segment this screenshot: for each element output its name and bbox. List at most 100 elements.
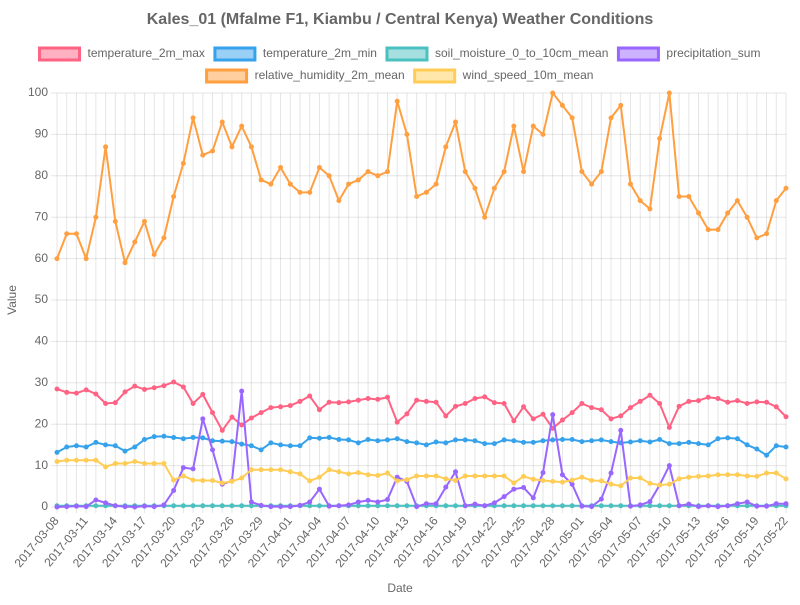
data-point (725, 503, 731, 509)
data-point (307, 478, 313, 484)
data-point (462, 401, 468, 406)
data-point (258, 410, 264, 416)
data-point (278, 165, 284, 171)
data-point (229, 478, 235, 484)
series-line (56, 380, 787, 432)
y-tick-label: 0 (41, 499, 48, 513)
data-point (307, 393, 313, 399)
data-point (180, 436, 186, 442)
data-point (268, 504, 274, 510)
data-point (783, 476, 789, 482)
data-point (316, 165, 322, 171)
data-point (521, 169, 527, 175)
data-point (180, 384, 186, 390)
data-point (637, 475, 643, 481)
data-point (200, 152, 206, 158)
data-point (657, 401, 663, 406)
data-point (93, 439, 99, 445)
data-point (773, 404, 779, 410)
data-point (219, 427, 225, 433)
series-line (56, 459, 787, 487)
data-point (103, 500, 109, 506)
data-point (336, 503, 342, 509)
data-point (423, 189, 429, 195)
data-point (394, 503, 400, 509)
legend-label: soil_moisture_0_to_10cm_mean (435, 46, 608, 60)
data-point (511, 418, 517, 424)
data-point (608, 470, 614, 476)
data-point (103, 464, 109, 470)
data-point (453, 437, 459, 443)
data-point (190, 503, 196, 509)
data-point (530, 123, 536, 129)
data-point (122, 504, 128, 510)
data-point (404, 503, 410, 509)
data-point (472, 438, 478, 444)
data-point (589, 405, 595, 411)
data-point (530, 416, 536, 422)
data-point (64, 444, 70, 450)
data-point (618, 427, 624, 433)
legend-item: temperature_2m_min (213, 46, 377, 62)
data-point (171, 487, 177, 493)
data-point (491, 185, 497, 191)
data-point (598, 478, 604, 484)
data-point (647, 206, 653, 212)
data-point (239, 123, 245, 129)
data-point (287, 469, 293, 475)
data-point (219, 503, 225, 509)
data-point (589, 181, 595, 187)
data-point (773, 443, 779, 449)
data-point (627, 439, 633, 445)
data-point (287, 443, 293, 449)
data-point (530, 439, 536, 445)
data-point (239, 475, 245, 481)
data-point (618, 102, 624, 108)
data-point (744, 499, 750, 505)
data-point (316, 503, 322, 509)
data-point (657, 482, 663, 488)
data-point (219, 438, 225, 444)
legend-label: relative_humidity_2m_mean (255, 68, 405, 82)
data-point (744, 214, 750, 220)
legend-swatch (205, 68, 249, 84)
data-point (375, 396, 381, 402)
data-point (132, 444, 138, 450)
data-point (210, 503, 216, 509)
data-point (414, 194, 420, 199)
data-point (365, 169, 371, 175)
data-point (705, 227, 711, 233)
data-point (132, 458, 138, 464)
data-point (462, 169, 468, 175)
data-point (248, 443, 254, 449)
data-point (579, 474, 585, 480)
data-point (268, 405, 274, 411)
data-point (316, 474, 322, 480)
data-point (559, 417, 565, 423)
data-point (200, 391, 206, 397)
data-point (676, 503, 682, 509)
data-point (627, 503, 633, 509)
data-point (180, 465, 186, 471)
data-point (161, 502, 167, 508)
data-point (200, 478, 206, 484)
data-point (705, 442, 711, 448)
data-point (686, 194, 692, 199)
data-point (151, 434, 157, 440)
data-point (589, 438, 595, 444)
data-point (365, 396, 371, 402)
data-point (491, 500, 497, 506)
data-point (297, 471, 303, 477)
data-point (608, 439, 614, 445)
data-point (180, 160, 186, 166)
data-point (725, 210, 731, 216)
data-point (248, 499, 254, 505)
data-point (103, 144, 109, 150)
data-point (141, 461, 147, 467)
data-point (151, 461, 157, 467)
data-point (666, 425, 672, 431)
data-point (112, 400, 118, 406)
data-point (297, 502, 303, 508)
data-point (248, 144, 254, 150)
data-point (229, 414, 235, 420)
